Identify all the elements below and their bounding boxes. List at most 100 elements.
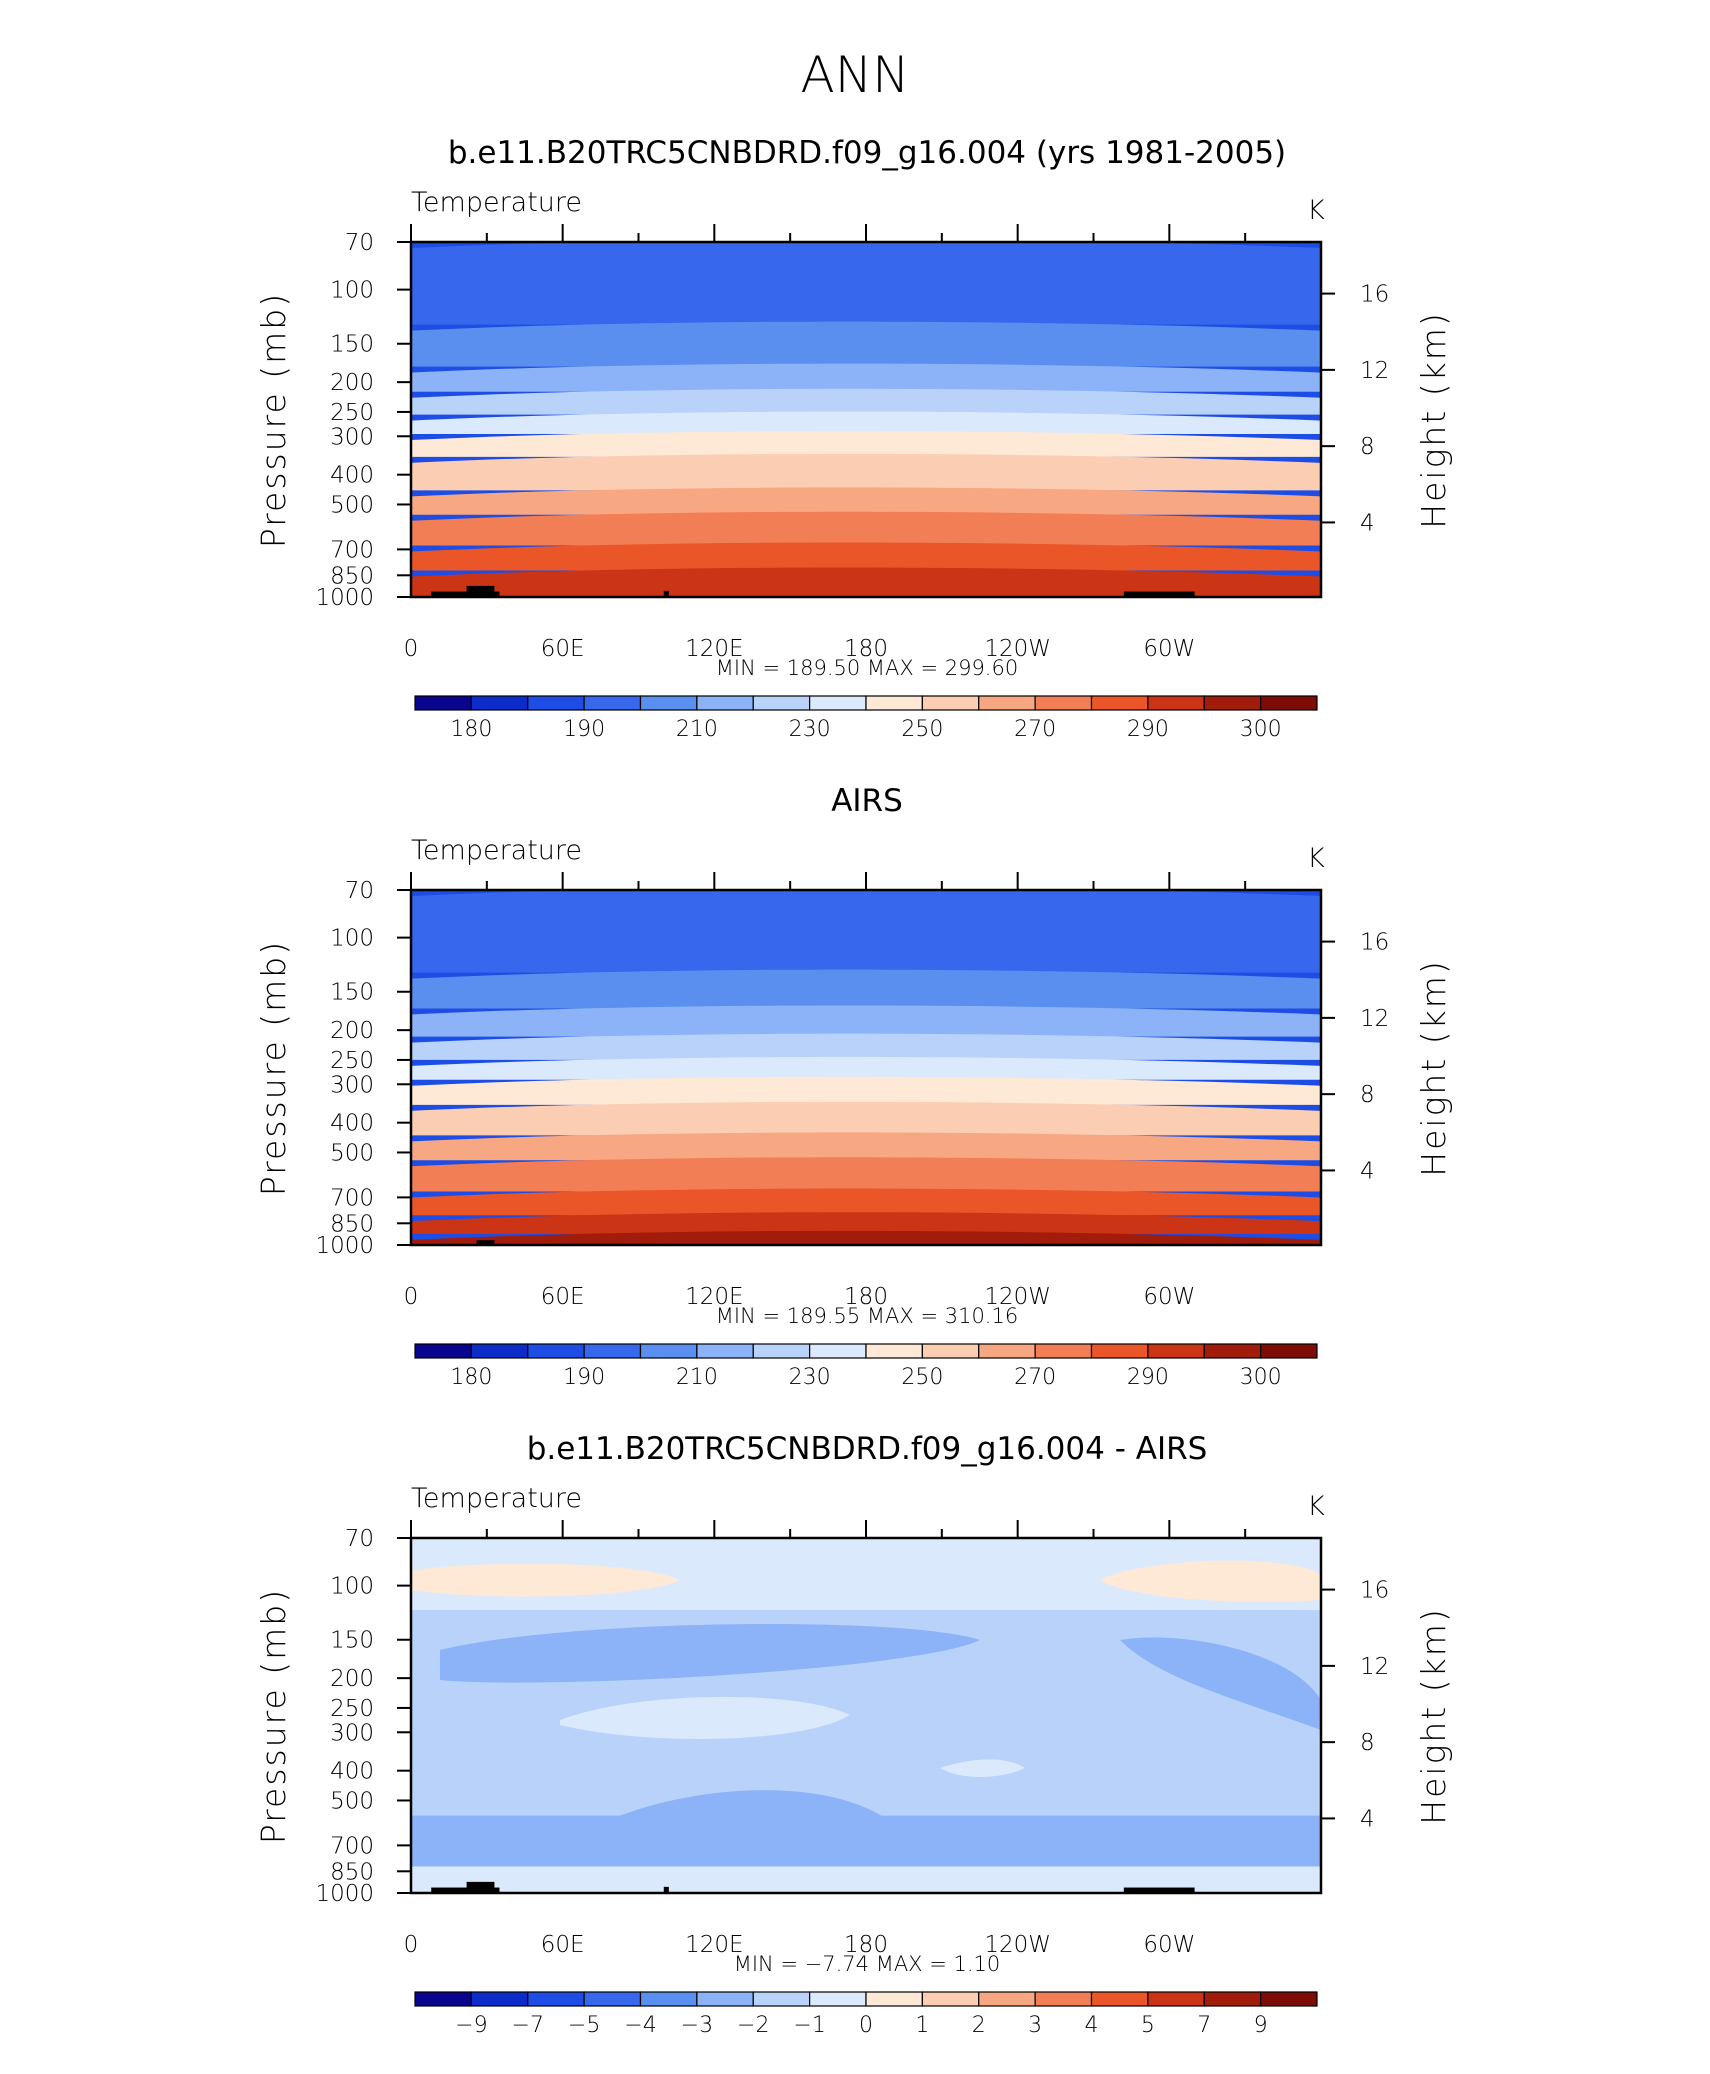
y-axis-title: Pressure (mb) xyxy=(254,292,293,548)
y-tick-label: 1000 xyxy=(315,1881,374,1907)
contour-band xyxy=(411,453,1321,491)
y-tick-label: 100 xyxy=(330,926,374,952)
colorbar-label: 270 xyxy=(1014,717,1056,742)
colorbar-box xyxy=(639,1343,698,1359)
colorbar-label: 3 xyxy=(1028,2013,1042,2038)
y-tick-label: 250 xyxy=(330,1048,374,1074)
y-tick-label: 100 xyxy=(330,1574,374,1600)
y-right-tick-label: 8 xyxy=(1360,434,1375,460)
contour-band xyxy=(411,411,1321,435)
y-tick-label: 70 xyxy=(345,230,374,256)
colorbar-box xyxy=(1034,1343,1093,1359)
contour-band xyxy=(411,487,1321,515)
contour-band xyxy=(411,1678,1321,1816)
colorbar-box xyxy=(1147,695,1205,711)
colorbar-label: −4 xyxy=(624,2013,656,2038)
colorbar-box xyxy=(583,695,642,711)
y-axis-title: Pressure (mb) xyxy=(254,1588,293,1844)
terrain-mask xyxy=(466,585,495,597)
colorbar-label: 210 xyxy=(676,717,718,742)
colorbar-label: 210 xyxy=(676,1365,718,1390)
contour-band xyxy=(411,1538,1321,1610)
colorbar-label: −5 xyxy=(568,2013,600,2038)
y-tick-label: 250 xyxy=(330,1696,374,1722)
colorbar-label: 5 xyxy=(1141,2013,1155,2038)
colorbar-box xyxy=(639,1991,698,2007)
terrain-mask xyxy=(431,591,500,597)
colorbar-box xyxy=(583,1991,642,2007)
chart-panel-2: AIRS Temperature K 0 60E 120E 180 120W 60W 70 100 1… xyxy=(254,783,1453,1390)
colorbar-label: 180 xyxy=(450,717,492,742)
colorbar-label: 7 xyxy=(1197,2013,1211,2038)
y-tick-label: 500 xyxy=(330,492,374,518)
y-tick-label: 100 xyxy=(330,278,374,304)
colorbar-box xyxy=(809,695,867,711)
colorbar-label: 300 xyxy=(1240,717,1282,742)
y-tick-label: 200 xyxy=(330,1018,374,1044)
units-label: K xyxy=(1307,1491,1325,1522)
y-right-axis-title: Height (km) xyxy=(1414,1607,1453,1824)
colorbar-box xyxy=(1203,1991,1262,2007)
colorbar-label: 250 xyxy=(901,717,943,742)
y-tick-label: 70 xyxy=(345,1526,374,1552)
colorbar-label: 300 xyxy=(1240,1365,1282,1390)
y-tick-label: 700 xyxy=(330,537,374,563)
terrain-mask xyxy=(663,1886,669,1893)
contour-band xyxy=(411,1005,1321,1037)
y-tick-label: 150 xyxy=(330,1628,374,1654)
y-axis-title: Pressure (mb) xyxy=(254,940,293,1196)
y-tick-label: 300 xyxy=(330,424,374,450)
colorbar-box xyxy=(583,1343,642,1359)
colorbar-label: 180 xyxy=(450,1365,492,1390)
y-tick-label: 700 xyxy=(330,1185,374,1211)
terrain-mask xyxy=(431,1887,500,1893)
colorbar-box xyxy=(809,1991,867,2007)
warm-anomaly-region xyxy=(1100,1560,1321,1602)
colorbar-box xyxy=(865,695,923,711)
y-right-tick-label: 16 xyxy=(1360,282,1389,308)
contour-band xyxy=(411,1056,1321,1080)
contour-band xyxy=(411,431,1321,457)
y-tick-label: 1000 xyxy=(315,1233,374,1259)
colorbar-box xyxy=(1260,695,1318,711)
x-tick-label: 120E xyxy=(685,1932,743,1958)
units-label: K xyxy=(1307,843,1325,874)
x-tick-label: 60W xyxy=(1143,1932,1195,1958)
colorbar-box xyxy=(639,695,698,711)
terrain-mask xyxy=(1123,1887,1195,1893)
colorbar-box xyxy=(921,1991,980,2007)
terrain-mask xyxy=(476,1240,495,1245)
plot-area xyxy=(411,1538,1321,1893)
x-tick-label: 0 xyxy=(404,1284,419,1310)
contour-band xyxy=(411,1230,1321,1245)
colorbar-box xyxy=(527,1991,585,2007)
colorbar-box xyxy=(1203,1343,1262,1359)
colorbar-box xyxy=(414,1343,472,1359)
chart-panel-3: b.e11.B20TRC5CNBDRD.f09_g16.004 - AIRS Te… xyxy=(254,1431,1453,2038)
colorbar-box xyxy=(1090,1343,1149,1359)
colorbar-box xyxy=(1203,695,1262,711)
y-tick-label: 150 xyxy=(330,980,374,1006)
y-right-tick-label: 12 xyxy=(1360,1006,1389,1032)
colorbar-box xyxy=(809,1343,867,1359)
panel-title: b.e11.B20TRC5CNBDRD.f09_g16.004 (yrs 198… xyxy=(448,135,1286,171)
x-tick-label: 60E xyxy=(541,1284,585,1310)
x-tick-label: 0 xyxy=(404,1932,419,1958)
colorbar-label: 290 xyxy=(1127,717,1169,742)
colorbar-label: 4 xyxy=(1085,2013,1099,2038)
y-tick-label: 500 xyxy=(330,1140,374,1166)
cool-anomaly-region xyxy=(440,1623,980,1683)
colorbar-label: 2 xyxy=(972,2013,986,2038)
min-max-stats: MIN = 189.55 MAX = 310.16 xyxy=(716,1304,1018,1328)
colorbar-box xyxy=(527,695,585,711)
y-tick-label: 400 xyxy=(330,1759,374,1785)
contour-band xyxy=(411,388,1321,415)
contour-band xyxy=(411,1033,1321,1060)
colorbar-box xyxy=(527,1343,585,1359)
y-right-tick-label: 16 xyxy=(1360,930,1389,956)
y-tick-label: 250 xyxy=(330,400,374,426)
colorbar-box xyxy=(865,1991,923,2007)
y-tick-label: 850 xyxy=(330,1211,374,1237)
colorbar-label: 1 xyxy=(915,2013,929,2038)
